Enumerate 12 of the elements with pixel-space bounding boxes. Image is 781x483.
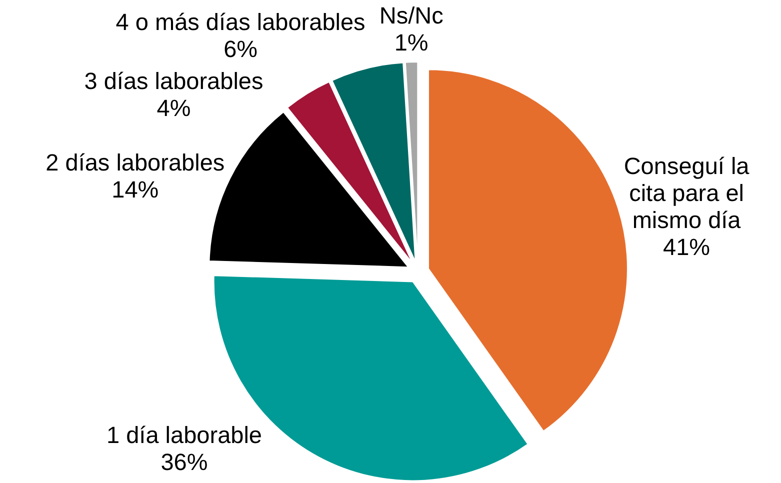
data-label: 41% [663,234,710,260]
data-label: 1% [394,30,428,56]
slice-label: 1 día laborable [106,422,262,448]
data-label: 4% [156,94,191,121]
data-label: 6% [224,36,258,62]
data-label: 36% [160,449,208,476]
slice-label: 2 días laborables [46,149,225,176]
slice-label: 3 días laborables [84,68,264,94]
slice-label: Conseguí la cita para el mismo día [624,153,750,234]
data-label: 14% [112,176,159,202]
slice-label: 4 o más días laborables [116,9,366,36]
slice-label: Ns/Nc [379,2,444,29]
